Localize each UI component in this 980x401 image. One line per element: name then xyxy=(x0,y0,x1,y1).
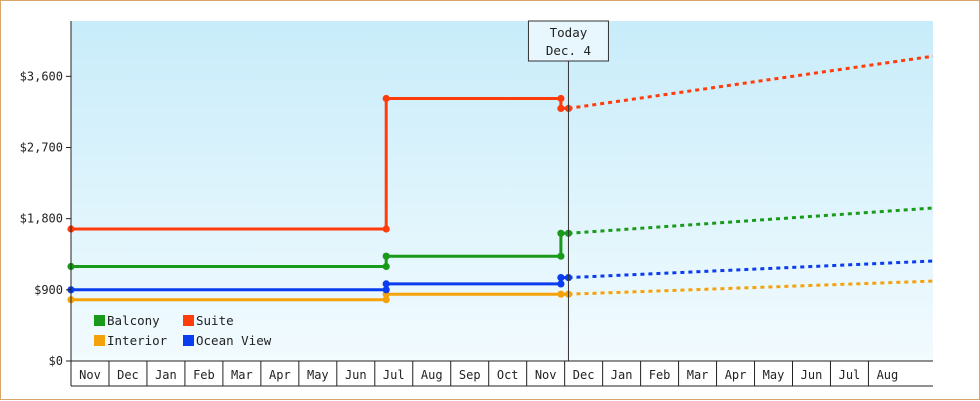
x-tick-label: Jan xyxy=(611,368,633,382)
x-tick-label: Jul xyxy=(383,368,405,382)
x-tick-label: Nov xyxy=(535,368,557,382)
x-tick-label: Apr xyxy=(725,368,747,382)
today-date: Dec. 4 xyxy=(546,43,591,58)
axes: $0 $900 $1,800 $2,700 $3,600 Nov Dec Jan Feb Mar A… xyxy=(20,21,933,387)
series-suite xyxy=(67,54,934,233)
x-tick-label: Apr xyxy=(269,368,291,382)
forecast-line-balcony xyxy=(568,206,934,235)
data-point-ocean-view[interactable] xyxy=(382,286,390,294)
data-point-suite[interactable] xyxy=(382,225,390,233)
legend-swatch-interior xyxy=(94,335,105,346)
data-point-suite[interactable] xyxy=(557,94,565,103)
y-tick-label: $0 xyxy=(49,354,63,368)
y-tick-label: $2,700 xyxy=(20,141,63,155)
legend-label-suite: Suite xyxy=(196,313,234,328)
x-tick-label: Feb xyxy=(649,368,671,382)
data-point-interior[interactable] xyxy=(382,296,390,304)
data-point-interior[interactable] xyxy=(557,290,565,298)
forecast-line-suite xyxy=(568,54,934,110)
x-tick-label: Dec xyxy=(573,368,595,382)
y-tick-label: $3,600 xyxy=(20,69,63,83)
forecast-line-ocean-view xyxy=(568,259,934,280)
data-point-balcony[interactable] xyxy=(557,252,565,260)
series-ocean-view xyxy=(67,259,934,294)
x-tick-label: May xyxy=(763,368,785,382)
plot-background xyxy=(71,21,933,361)
y-tick-label: $1,800 xyxy=(20,212,63,226)
x-tick-label: Mar xyxy=(687,368,709,382)
x-tick-label: Mar xyxy=(231,368,253,382)
data-point-ocean-view[interactable] xyxy=(557,280,565,288)
data-point-ocean-view[interactable] xyxy=(557,274,565,282)
y-tick-label: $900 xyxy=(34,283,63,297)
x-tick-label: Dec xyxy=(117,368,139,382)
today-box xyxy=(527,20,609,62)
x-tick-label: Jan xyxy=(155,368,177,382)
x-tick-label: Aug xyxy=(421,368,443,382)
data-point-balcony[interactable] xyxy=(557,229,565,237)
data-point-ocean-view[interactable] xyxy=(382,280,390,288)
legend-swatch-balcony xyxy=(94,315,105,326)
today-marker: Today Dec. 4 xyxy=(527,20,609,361)
legend-swatch-ocean-view xyxy=(183,335,194,346)
series-interior xyxy=(67,279,934,304)
x-tick-label: Nov xyxy=(79,368,101,382)
series-balcony xyxy=(67,206,934,271)
legend-label-ocean-view: Ocean View xyxy=(196,333,272,348)
x-tick-label: May xyxy=(307,368,329,382)
x-tick-label: Sep xyxy=(459,368,481,382)
x-tick-label: Aug xyxy=(877,368,899,382)
today-label: Today xyxy=(550,25,588,40)
x-tick-label: Jul xyxy=(839,368,861,382)
series-layer xyxy=(67,54,934,304)
data-point-suite[interactable] xyxy=(382,94,390,103)
data-point-balcony[interactable] xyxy=(382,262,390,271)
x-tick-label: Jun xyxy=(801,368,823,382)
legend: Balcony Suite Interior Ocean View xyxy=(94,313,272,348)
x-tick-label: Oct xyxy=(497,368,519,382)
legend-label-interior: Interior xyxy=(107,333,168,348)
x-tick-label: Jun xyxy=(345,368,367,382)
data-point-suite[interactable] xyxy=(557,104,565,112)
x-tick-label: Feb xyxy=(193,368,215,382)
legend-swatch-suite xyxy=(183,315,194,326)
data-point-balcony[interactable] xyxy=(382,252,390,260)
legend-label-balcony: Balcony xyxy=(107,313,160,328)
